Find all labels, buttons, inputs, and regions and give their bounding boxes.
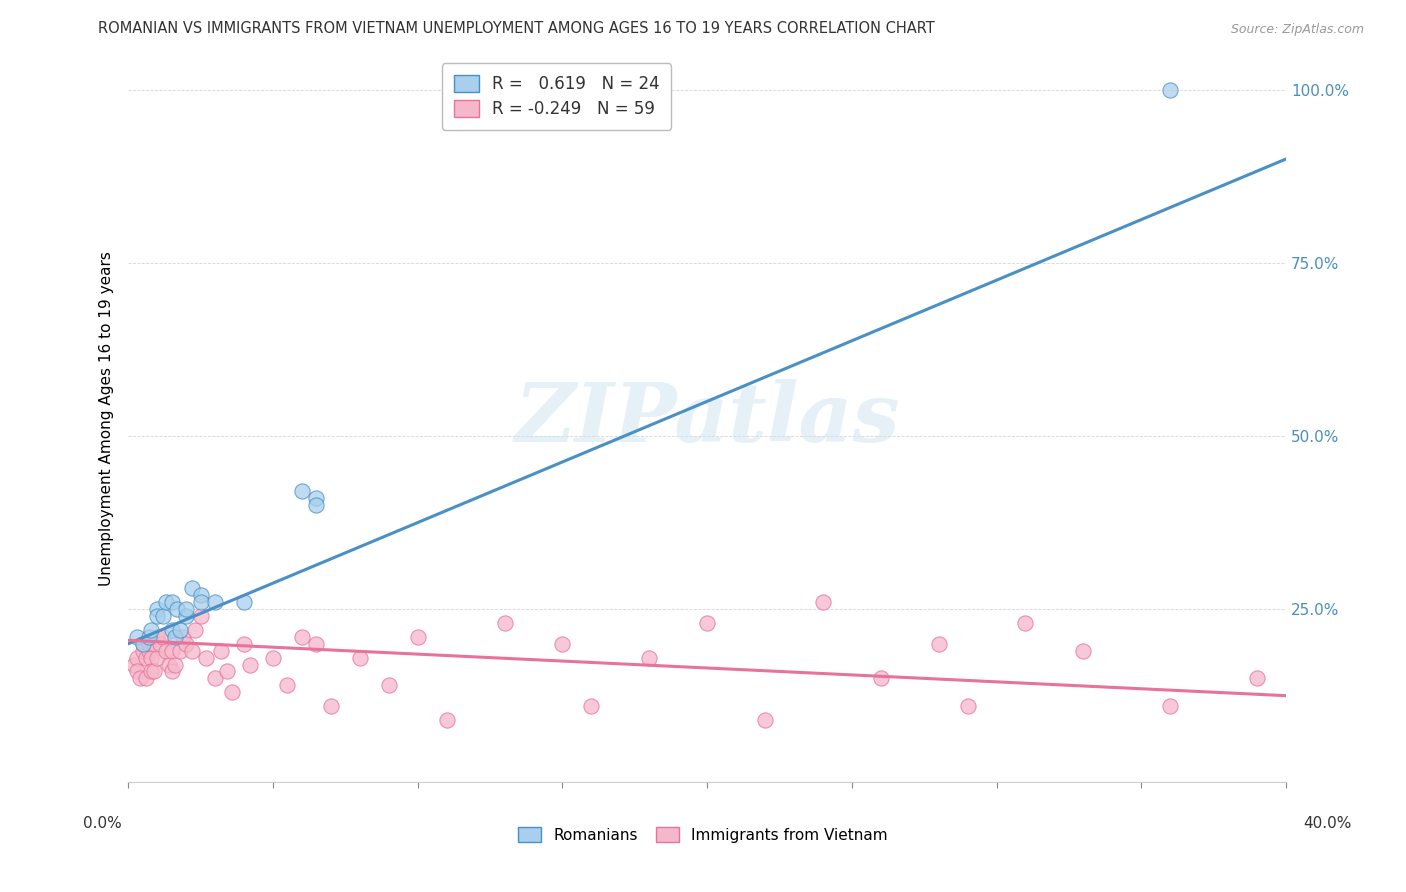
Point <box>125 665 148 679</box>
Point <box>163 657 186 672</box>
Point <box>291 484 314 499</box>
Point <box>146 630 169 644</box>
Text: 40.0%: 40.0% <box>1303 816 1351 830</box>
Point <box>172 630 194 644</box>
Point <box>169 643 191 657</box>
Point <box>811 595 834 609</box>
Point <box>152 630 174 644</box>
Point <box>349 650 371 665</box>
Point <box>1014 615 1036 630</box>
Point <box>1159 699 1181 714</box>
Point <box>551 637 574 651</box>
Point <box>184 623 207 637</box>
Point <box>143 637 166 651</box>
Point <box>1159 83 1181 97</box>
Point <box>1073 643 1095 657</box>
Point <box>128 672 150 686</box>
Point <box>160 595 183 609</box>
Point <box>155 643 177 657</box>
Point <box>146 602 169 616</box>
Point <box>174 602 197 616</box>
Point <box>262 650 284 665</box>
Point <box>132 643 155 657</box>
Point <box>291 630 314 644</box>
Point <box>181 582 204 596</box>
Point <box>190 588 212 602</box>
Text: ROMANIAN VS IMMIGRANTS FROM VIETNAM UNEMPLOYMENT AMONG AGES 16 TO 19 YEARS CORRE: ROMANIAN VS IMMIGRANTS FROM VIETNAM UNEM… <box>98 21 935 36</box>
Text: ZIPatlas: ZIPatlas <box>515 379 900 458</box>
Point <box>174 609 197 624</box>
Point <box>152 609 174 624</box>
Point <box>869 672 891 686</box>
Point <box>141 623 163 637</box>
Point <box>135 650 157 665</box>
Point <box>125 650 148 665</box>
Point <box>190 595 212 609</box>
Point <box>135 672 157 686</box>
Point <box>157 657 180 672</box>
Point <box>141 665 163 679</box>
Point <box>221 685 243 699</box>
Point <box>138 637 160 651</box>
Point <box>141 650 163 665</box>
Point <box>1246 672 1268 686</box>
Point <box>132 637 155 651</box>
Point <box>233 637 256 651</box>
Point <box>276 678 298 692</box>
Point <box>166 602 188 616</box>
Point <box>143 665 166 679</box>
Point <box>125 630 148 644</box>
Point <box>204 672 226 686</box>
Point <box>928 637 950 651</box>
Point <box>581 699 603 714</box>
Point <box>406 630 429 644</box>
Point <box>305 637 328 651</box>
Point <box>138 630 160 644</box>
Point <box>146 650 169 665</box>
Point <box>209 643 232 657</box>
Point <box>956 699 979 714</box>
Point <box>190 609 212 624</box>
Point <box>160 665 183 679</box>
Point <box>215 665 238 679</box>
Point <box>305 498 328 512</box>
Point <box>377 678 399 692</box>
Point <box>754 713 776 727</box>
Point <box>204 595 226 609</box>
Legend: Romanians, Immigrants from Vietnam: Romanians, Immigrants from Vietnam <box>512 821 894 848</box>
Point <box>239 657 262 672</box>
Point <box>181 643 204 657</box>
Point <box>160 623 183 637</box>
Point <box>305 491 328 506</box>
Point <box>174 637 197 651</box>
Point <box>122 657 145 672</box>
Point <box>138 643 160 657</box>
Point <box>436 713 458 727</box>
Point <box>696 615 718 630</box>
Y-axis label: Unemployment Among Ages 16 to 19 years: Unemployment Among Ages 16 to 19 years <box>100 252 114 586</box>
Text: Source: ZipAtlas.com: Source: ZipAtlas.com <box>1230 23 1364 36</box>
Point <box>149 637 172 651</box>
Point <box>146 609 169 624</box>
Point <box>163 630 186 644</box>
Text: 0.0%: 0.0% <box>83 816 122 830</box>
Point <box>169 623 191 637</box>
Point <box>195 650 218 665</box>
Legend: R =   0.619   N = 24, R = -0.249   N = 59: R = 0.619 N = 24, R = -0.249 N = 59 <box>441 63 671 130</box>
Point <box>319 699 342 714</box>
Point <box>494 615 516 630</box>
Point <box>160 643 183 657</box>
Point <box>132 637 155 651</box>
Point <box>638 650 661 665</box>
Point <box>233 595 256 609</box>
Point <box>155 595 177 609</box>
